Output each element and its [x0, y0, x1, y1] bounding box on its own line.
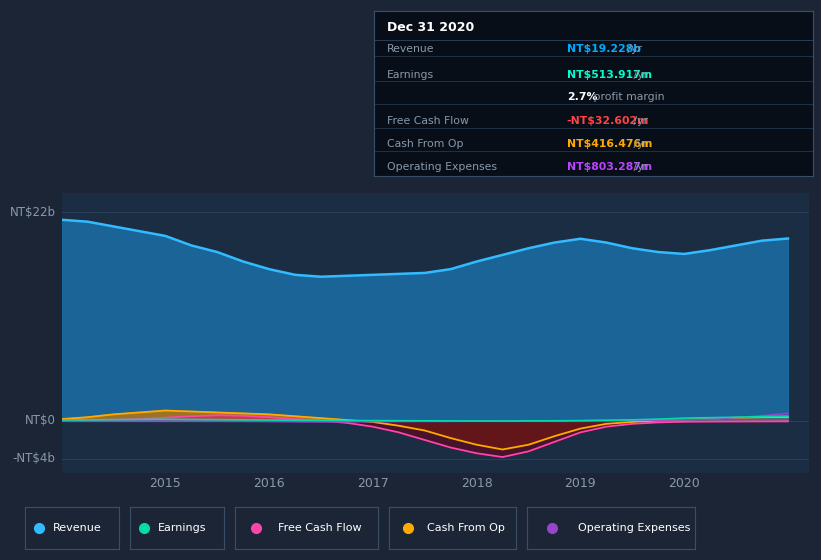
Text: 2016: 2016: [254, 477, 285, 489]
Text: Cash From Op: Cash From Op: [387, 139, 463, 149]
Text: /yr: /yr: [624, 44, 642, 54]
Text: NT$513.917m: NT$513.917m: [566, 70, 652, 80]
Text: 2017: 2017: [357, 477, 389, 489]
Text: Cash From Op: Cash From Op: [428, 523, 505, 533]
Text: Operating Expenses: Operating Expenses: [387, 162, 497, 172]
Text: Free Cash Flow: Free Cash Flow: [277, 523, 361, 533]
Text: -NT$32.602m: -NT$32.602m: [566, 116, 649, 126]
Text: NT$22b: NT$22b: [10, 206, 56, 219]
Text: 2015: 2015: [149, 477, 181, 489]
Text: /yr: /yr: [630, 116, 648, 126]
Text: Free Cash Flow: Free Cash Flow: [387, 116, 469, 126]
Text: Earnings: Earnings: [158, 523, 207, 533]
Text: 2020: 2020: [668, 477, 700, 489]
Text: /yr: /yr: [630, 139, 648, 149]
Text: 2018: 2018: [461, 477, 493, 489]
Text: NT$0: NT$0: [25, 414, 56, 427]
Text: Revenue: Revenue: [387, 44, 434, 54]
Text: Operating Expenses: Operating Expenses: [578, 523, 690, 533]
Text: 2019: 2019: [565, 477, 596, 489]
Text: Dec 31 2020: Dec 31 2020: [387, 21, 474, 34]
Text: 2.7%: 2.7%: [566, 92, 598, 102]
Text: Revenue: Revenue: [53, 523, 102, 533]
Text: Earnings: Earnings: [387, 70, 433, 80]
Text: NT$19.228b: NT$19.228b: [566, 44, 641, 54]
Text: /yr: /yr: [630, 162, 648, 172]
Text: -NT$4b: -NT$4b: [12, 452, 56, 465]
Text: NT$416.476m: NT$416.476m: [566, 139, 652, 149]
Text: /yr: /yr: [630, 70, 648, 80]
Text: profit margin: profit margin: [589, 92, 664, 102]
Text: NT$803.287m: NT$803.287m: [566, 162, 652, 172]
